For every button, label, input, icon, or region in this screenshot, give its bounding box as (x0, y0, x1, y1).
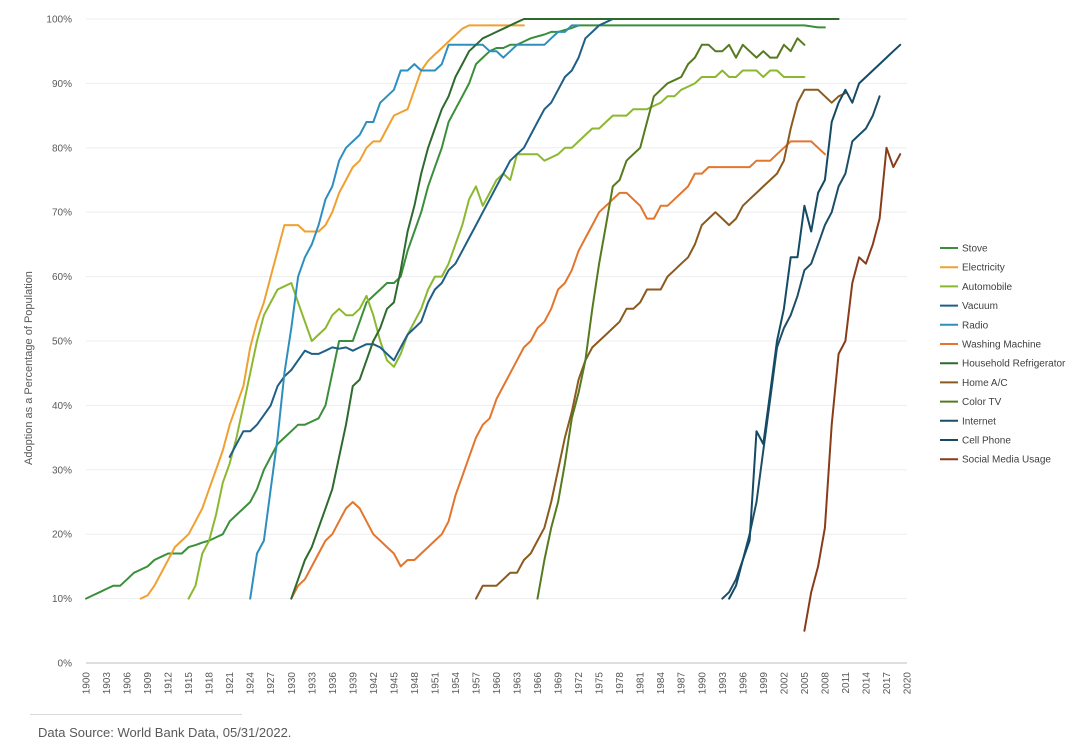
x-tick-label: 1900 (82, 672, 93, 695)
x-tick-label: 1909 (143, 672, 154, 695)
legend-label: Home A/C (962, 378, 1008, 389)
x-tick-label: 1972 (574, 672, 585, 695)
x-tick-label: 2017 (882, 672, 893, 695)
y-axis-label: Adoption as a Percentage of Population (23, 271, 35, 465)
y-tick-label: 30% (52, 465, 72, 476)
x-tick-label: 1921 (225, 672, 236, 695)
x-tick-label: 1948 (410, 672, 421, 695)
series-line-home-a-c (475, 88, 847, 600)
series-line-vacuum (228, 18, 614, 458)
x-tick-label: 1927 (266, 672, 277, 695)
y-tick-label: 10% (52, 594, 72, 605)
x-tick-label: 1945 (389, 672, 400, 695)
x-tick-label: 1993 (718, 672, 729, 695)
y-tick-label: 70% (52, 208, 72, 219)
x-tick-label: 1981 (636, 672, 647, 695)
x-tick-label: 1999 (759, 672, 770, 695)
series-line-cell-phone (728, 43, 902, 600)
x-tick-label: 1960 (492, 672, 503, 695)
line-chart: 0%10%20%30%40%50%60%70%80%90%100% 1900 19… (23, 15, 1066, 695)
x-tick-label: 1924 (246, 672, 257, 695)
legend-label: Washing Machine (962, 340, 1042, 351)
series-lines (85, 18, 902, 632)
y-tick-label: 80% (52, 143, 72, 154)
series-line-social-media-usage (803, 146, 902, 632)
source-divider (30, 714, 242, 715)
x-tick-label: 1975 (595, 672, 606, 695)
y-axis-ticks: 0% 10% 20% 30% 40% 50% 60% 70% 80% 90% 100% (46, 15, 72, 670)
x-tick-label: 1978 (615, 672, 626, 695)
series-line-automobile (187, 69, 806, 600)
x-tick-label: 2008 (820, 672, 831, 695)
x-tick-label: 2011 (841, 672, 852, 694)
x-tick-label: 1969 (554, 672, 565, 695)
legend-label: Vacuum (962, 301, 998, 312)
legend-label: Internet (962, 416, 996, 427)
data-source-note: Data Source: World Bank Data, 05/31/2022… (38, 725, 292, 740)
x-tick-label: 1990 (697, 672, 708, 695)
y-tick-label: 60% (52, 272, 72, 283)
gridlines (86, 18, 907, 664)
x-tick-label: 1942 (369, 672, 380, 695)
y-tick-label: 90% (52, 79, 72, 90)
series-line-washing-machine (290, 140, 826, 600)
x-tick-label: 2014 (861, 672, 872, 695)
x-tick-label: 1903 (102, 672, 113, 695)
legend-label: Social Media Usage (962, 455, 1051, 466)
legend-label: Electricity (962, 263, 1005, 274)
y-tick-label: 40% (52, 401, 72, 412)
x-tick-label: 1966 (533, 672, 544, 695)
series-line-household-refrigerator (290, 18, 840, 600)
series-line-internet (721, 95, 881, 600)
x-tick-label: 1936 (328, 672, 339, 695)
x-tick-label: 1906 (123, 672, 134, 695)
x-tick-label: 2005 (800, 672, 811, 695)
x-tick-label: 1984 (656, 672, 667, 695)
series-line-radio (249, 24, 580, 600)
x-tick-label: 1933 (307, 672, 318, 695)
x-tick-label: 1912 (164, 672, 175, 695)
x-tick-label: 1957 (471, 672, 482, 695)
x-tick-label: 1939 (348, 672, 359, 695)
x-axis-ticks: 1900 1903 1906 1909 1912 1915 1918 1921 1924 1927… (82, 672, 914, 695)
x-tick-label: 1951 (430, 672, 441, 695)
y-tick-label: 0% (58, 659, 73, 670)
x-tick-label: 1987 (677, 672, 688, 695)
x-tick-label: 2020 (903, 672, 914, 695)
x-tick-label: 2002 (779, 672, 790, 695)
legend-label: Cell Phone (962, 436, 1011, 447)
legend-label: Stove (962, 244, 988, 255)
x-tick-label: 1915 (184, 672, 195, 695)
x-tick-label: 1963 (513, 672, 524, 695)
series-line-color-tv (536, 37, 806, 600)
x-tick-label: 1930 (287, 672, 298, 695)
legend-label: Household Refrigerator (962, 359, 1066, 370)
y-tick-label: 50% (52, 337, 72, 348)
legend: Stove Electricity Automobile Vacuum Radio Was… (940, 244, 1066, 466)
series-line-electricity (139, 24, 525, 600)
legend-label: Radio (962, 320, 989, 331)
y-tick-label: 100% (46, 15, 72, 26)
series-line-stove (85, 24, 826, 600)
legend-label: Color TV (962, 397, 1002, 408)
y-tick-label: 20% (52, 530, 72, 541)
x-tick-label: 1918 (205, 672, 216, 695)
legend-label: Automobile (962, 282, 1012, 293)
x-tick-label: 1954 (451, 672, 462, 695)
x-tick-label: 1996 (738, 672, 749, 695)
